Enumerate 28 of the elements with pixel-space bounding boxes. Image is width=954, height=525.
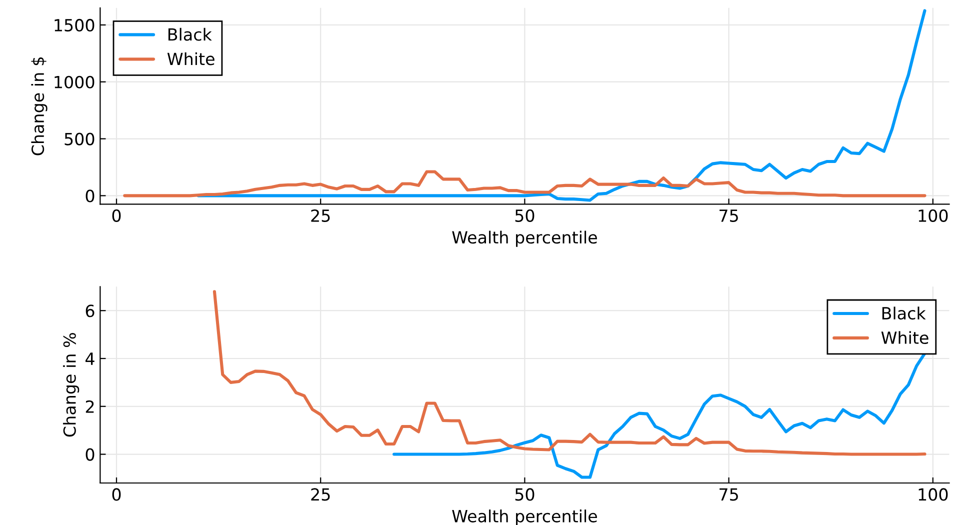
x-tick-label: 0 — [112, 209, 121, 222]
y-tick-label: 0 — [86, 448, 94, 461]
x-tick-label: 25 — [311, 488, 330, 501]
legend-label: Black — [168, 28, 212, 41]
line-series — [123, 170, 926, 198]
x-tick-label: 75 — [720, 488, 738, 501]
x-tick-label: 100 — [918, 488, 948, 501]
x-tick-label: 0 — [112, 488, 121, 501]
y-tick-label: 1000 — [54, 76, 94, 88]
line-series — [392, 352, 926, 479]
x-tick-label: 75 — [720, 210, 738, 222]
line-series — [212, 290, 926, 456]
legend-label: White — [167, 52, 214, 66]
y-tick-label: 1500 — [54, 18, 94, 32]
y-tick-label: 6 — [86, 304, 94, 318]
y-axis-title: Change in $ — [31, 57, 48, 156]
y-axis-title: Change in % — [63, 333, 80, 437]
y-tick-label: 4 — [86, 352, 94, 365]
y-tick-label: 0 — [86, 190, 94, 202]
y-tick-label: 2 — [86, 400, 94, 413]
x-tick-label: 50 — [515, 488, 534, 501]
x-axis-title: Wealth percentile — [452, 230, 597, 247]
y-tick-label: 500 — [64, 132, 94, 146]
x-tick-label: 25 — [311, 209, 330, 222]
legend-label: White — [881, 331, 928, 344]
x-tick-label: 50 — [515, 209, 534, 222]
x-tick-label: 100 — [918, 209, 948, 222]
legend-label: Black — [882, 306, 926, 320]
